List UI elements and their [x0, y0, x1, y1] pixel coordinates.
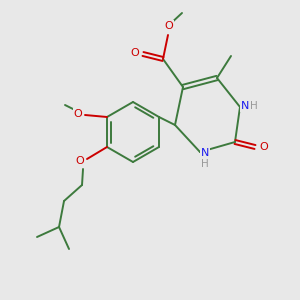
- Text: O: O: [74, 109, 82, 119]
- Text: O: O: [260, 142, 268, 152]
- Text: N: N: [201, 148, 209, 158]
- Text: N: N: [241, 101, 249, 111]
- Text: O: O: [165, 21, 173, 31]
- Text: H: H: [201, 159, 209, 169]
- Text: O: O: [130, 48, 140, 58]
- Text: H: H: [250, 101, 258, 111]
- Text: O: O: [76, 156, 84, 166]
